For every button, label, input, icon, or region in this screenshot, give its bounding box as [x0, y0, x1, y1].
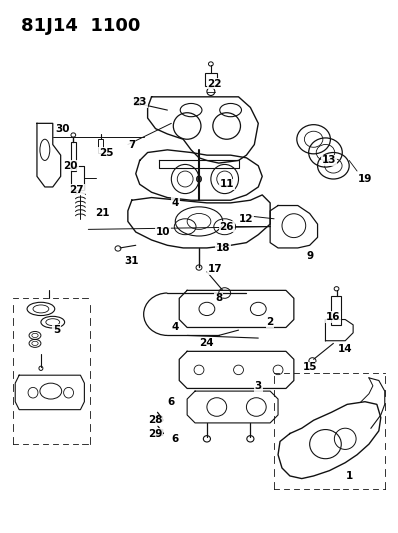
Text: 18: 18 [215, 243, 230, 253]
Text: 9: 9 [306, 251, 313, 261]
Text: 15: 15 [302, 362, 317, 372]
Text: 29: 29 [148, 429, 163, 439]
Text: 23: 23 [133, 97, 147, 107]
Text: 31: 31 [125, 256, 139, 266]
Bar [156, 429, 162, 434]
Text: 4: 4 [172, 198, 179, 208]
Text: 6: 6 [168, 397, 175, 407]
Text: 21: 21 [95, 208, 109, 219]
Bar [70, 142, 76, 171]
Bar [134, 99, 140, 105]
Text: 6: 6 [172, 434, 179, 444]
Text: 25: 25 [99, 148, 113, 158]
Text: 10: 10 [156, 227, 171, 237]
Text: 30: 30 [55, 124, 70, 134]
Text: 81J14  1100: 81J14 1100 [21, 17, 140, 35]
Text: 27: 27 [69, 184, 84, 195]
Text: 4: 4 [172, 322, 179, 333]
Text: 14: 14 [338, 344, 353, 354]
Text: 7: 7 [128, 140, 135, 150]
Text: 11: 11 [219, 179, 234, 189]
Text: 16: 16 [326, 312, 341, 322]
Ellipse shape [197, 176, 201, 182]
Text: 22: 22 [208, 78, 222, 88]
Text: 2: 2 [267, 317, 274, 327]
Text: 24: 24 [199, 338, 214, 349]
Text: 19: 19 [358, 174, 372, 184]
Text: 17: 17 [207, 264, 222, 274]
Text: 26: 26 [219, 222, 234, 232]
Bar [205, 73, 217, 86]
Text: 1: 1 [345, 471, 353, 481]
Text: 28: 28 [148, 415, 163, 425]
Text: 8: 8 [215, 293, 222, 303]
Bar [332, 296, 341, 325]
Text: 13: 13 [322, 156, 337, 165]
Bar [98, 139, 103, 152]
Text: 20: 20 [63, 161, 78, 171]
Text: 3: 3 [255, 381, 262, 391]
Text: 12: 12 [239, 214, 254, 224]
Text: 5: 5 [53, 325, 60, 335]
Bar [156, 416, 162, 421]
